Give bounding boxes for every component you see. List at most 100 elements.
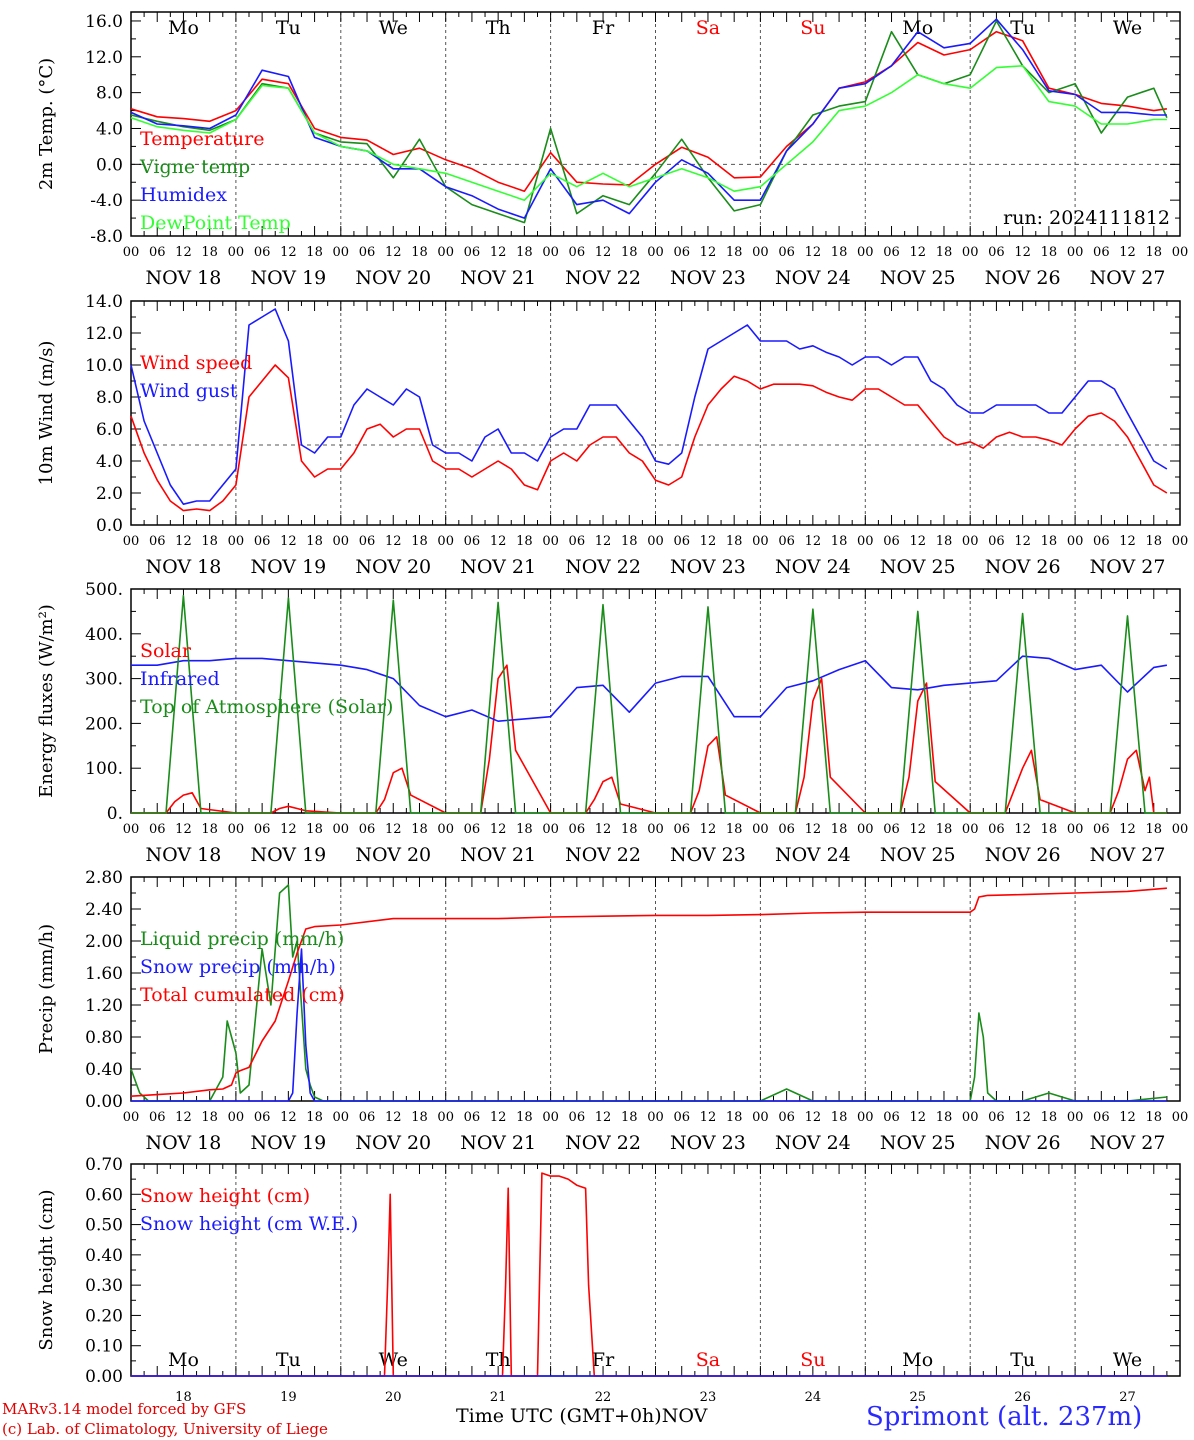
hour-tick-label: 12 [805,1110,822,1125]
y-tick-label: 0.00 [85,1367,123,1387]
hour-tick-label: 00 [228,1110,245,1125]
y-tick-label: 12.0 [85,48,123,68]
day-number-label: 26 [1014,1390,1031,1405]
hour-tick-label: 06 [988,534,1005,549]
hour-tick-label: 18 [936,822,953,837]
y-tick-label: 300. [85,670,123,690]
hour-tick-label: 18 [201,534,218,549]
hour-tick-label: 00 [123,822,140,837]
hour-tick-label: 18 [831,1110,848,1125]
hour-tick-label: 00 [857,1110,874,1125]
hour-tick-label: 06 [359,1110,376,1125]
date-label: NOV 20 [355,844,431,866]
y-tick-label: 0.70 [85,1155,123,1175]
weekday-label: Sa [696,17,720,39]
legend-entry: Infrared [140,668,220,690]
hour-tick-label: 12 [175,245,192,260]
legend-entry: Humidex [140,184,227,206]
hour-tick-label: 12 [280,245,297,260]
hour-tick-label: 06 [569,534,586,549]
hour-tick-label: 06 [359,822,376,837]
legend-entry: Liquid precip (mm/h) [140,928,344,950]
date-label: NOV 20 [355,267,431,289]
day-number-label: 23 [700,1390,717,1405]
date-label: NOV 19 [250,844,326,866]
hour-tick-label: 12 [700,822,717,837]
hour-tick-label: 00 [752,245,769,260]
hour-tick-label: 18 [1041,822,1058,837]
hour-tick-label: 18 [1146,1110,1163,1125]
date-label: NOV 24 [775,844,851,866]
y-tick-label: 2.00 [85,932,123,952]
y-tick-label: 0.80 [85,1028,123,1048]
hour-tick-label: 18 [621,245,638,260]
hour-tick-label: 00 [437,1110,454,1125]
hour-tick-label: 00 [1067,245,1084,260]
hour-tick-label: 12 [595,534,612,549]
y-tick-label: 400. [85,625,123,645]
hour-tick-label: 00 [437,534,454,549]
hour-tick-label: 06 [778,534,795,549]
legend-entry: Wind gust [140,380,238,402]
hour-tick-label: 00 [542,1110,559,1125]
hour-tick-label: 12 [805,245,822,260]
y-tick-label: 4.0 [96,452,123,472]
weekday-label: Tu [276,1349,301,1371]
panel-1: -8.0 -4.0 0.0 4.0 8.0 12.0 16.0 2m Temp. (°C) 00… [36,11,1188,289]
series-line-blue [130,308,1168,506]
hour-tick-label: 18 [516,1110,533,1125]
series-line-red [130,887,1167,1097]
day-number-label: 20 [385,1390,402,1405]
hour-tick-label: 12 [595,1110,612,1125]
hour-tick-label: 18 [411,245,428,260]
date-label: NOV 27 [1090,267,1166,289]
date-label: NOV 23 [670,844,746,866]
date-label: NOV 21 [460,844,536,866]
hour-tick-label: 06 [149,534,166,549]
hour-tick-label: 12 [595,822,612,837]
hour-tick-label: 12 [490,1110,507,1125]
date-label: NOV 20 [355,1132,431,1154]
hour-tick-label: 18 [831,245,848,260]
hour-tick-label: 12 [700,245,717,260]
hour-tick-label: 18 [516,822,533,837]
weekday-label: Mo [168,17,199,39]
day-number-label: 18 [175,1390,192,1405]
hour-tick-label: 12 [175,822,192,837]
y-tick-label: 500. [85,580,123,600]
hour-tick-label: 00 [647,245,664,260]
hour-tick-label: 00 [123,1110,140,1125]
series-line-red [130,30,1168,192]
hour-tick-label: 12 [805,534,822,549]
hour-tick-label: 06 [569,1110,586,1125]
y-tick-label: -4.0 [90,191,123,211]
day-number-label: 24 [805,1390,822,1405]
hour-tick-label: 00 [962,822,979,837]
panel-5: 0.00 0.10 0.20 0.30 0.40 0.50 0.60 0.70 Snow hei… [36,1155,1181,1405]
date-label: NOV 21 [460,267,536,289]
hour-tick-label: 00 [1067,534,1084,549]
hour-tick-label: 06 [988,245,1005,260]
y-tick-label: 1.60 [85,964,123,984]
date-label: NOV 27 [1090,844,1166,866]
date-label: NOV 25 [880,844,956,866]
date-label: NOV 22 [565,267,641,289]
hour-tick-label: 00 [647,1110,664,1125]
hour-tick-label: 00 [123,245,140,260]
hour-tick-label: 12 [909,534,926,549]
hour-tick-label: 00 [1067,1110,1084,1125]
date-label: NOV 23 [670,267,746,289]
weekday-label: Tu [1010,17,1035,39]
date-label: NOV 26 [985,556,1061,578]
panel-4: 0.00 0.40 0.80 1.20 1.60 2.00 2.40 2.80 Precip (… [36,868,1188,1154]
y-tick-label: 2.0 [96,484,123,504]
hour-tick-label: 06 [359,245,376,260]
series-line-blue [131,948,1167,1102]
hour-tick-label: 06 [883,245,900,260]
hour-tick-label: 12 [385,245,402,260]
hour-tick-label: 12 [1014,534,1031,549]
hour-tick-label: 00 [228,245,245,260]
hour-tick-label: 18 [1146,245,1163,260]
hour-tick-label: 00 [333,534,350,549]
hour-tick-label: 00 [228,534,245,549]
